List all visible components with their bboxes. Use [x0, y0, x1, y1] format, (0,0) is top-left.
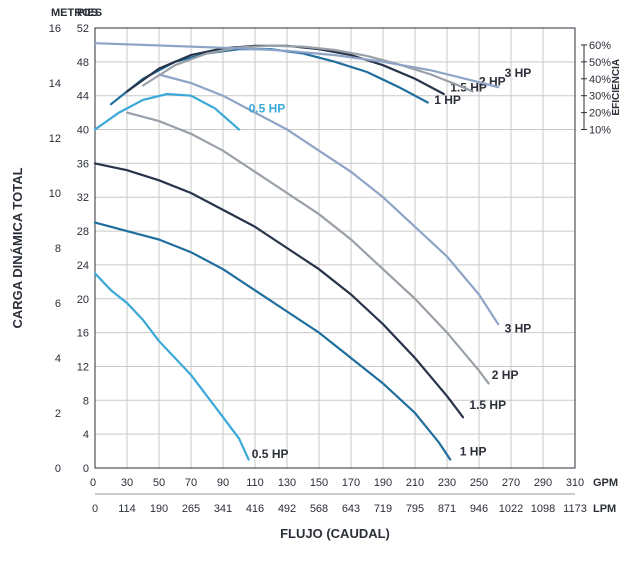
- ytick-pies: 8: [83, 395, 89, 407]
- xtick-lpm: 0: [92, 503, 98, 515]
- eff-tick-label: 50%: [589, 57, 611, 69]
- xtick-lpm: 568: [310, 503, 328, 515]
- eff-tick-label: 60%: [589, 40, 611, 52]
- series-label: 0.5 HP: [252, 447, 289, 461]
- x-axis-title: FLUJO (CAUDAL): [280, 526, 390, 541]
- ytick-pies: 36: [77, 158, 89, 170]
- ytick-pies: 20: [77, 294, 89, 306]
- ytick-metros: 2: [55, 408, 61, 420]
- ytick-pies: 24: [77, 260, 89, 272]
- xtick-lpm: 946: [470, 503, 488, 515]
- ytick-pies: 48: [77, 57, 89, 69]
- head-curve-1-hp: [95, 223, 450, 460]
- ytick-pies: 44: [77, 91, 89, 103]
- xtick-lpm: 341: [214, 503, 232, 515]
- eff-tick-label: 10%: [589, 125, 611, 137]
- eff-curve-3-hp-eff: [95, 43, 498, 87]
- series-label: 1 HP: [460, 444, 487, 458]
- xtick-gpm: 30: [121, 477, 133, 489]
- xtick-lpm: 1173: [563, 503, 587, 515]
- ytick-pies: 40: [77, 125, 89, 137]
- xtick-lpm: 795: [406, 503, 424, 515]
- ytick-metros: 0: [55, 463, 61, 475]
- ytick-pies: 16: [77, 328, 89, 340]
- xtick-lpm: 492: [278, 503, 296, 515]
- unit-gpm: GPM: [593, 477, 618, 489]
- pump-curve-chart: 04812162024283236404448520246810121416ME…: [0, 0, 630, 583]
- xtick-gpm: 310: [566, 477, 584, 489]
- ytick-pies: 0: [83, 463, 89, 475]
- xtick-gpm: 290: [534, 477, 552, 489]
- unit-lpm: LPM: [593, 503, 616, 515]
- eff-axis-title: EFICIENCIA: [611, 59, 622, 116]
- xtick-lpm: 190: [150, 503, 168, 515]
- xtick-gpm: 270: [502, 477, 520, 489]
- eff-tick-label: 30%: [589, 91, 611, 103]
- ytick-metros: 16: [49, 23, 61, 35]
- xtick-gpm: 210: [406, 477, 424, 489]
- xtick-gpm: 250: [470, 477, 488, 489]
- eff-tick-label: 40%: [589, 74, 611, 86]
- ytick-metros: 14: [49, 78, 61, 90]
- xtick-gpm: 170: [342, 477, 360, 489]
- xtick-lpm: 719: [374, 503, 392, 515]
- ytick-pies: 4: [83, 429, 89, 441]
- y-axis-title: CARGA DINÁMICA TOTAL: [10, 167, 25, 328]
- xtick-gpm-first: 0: [90, 477, 96, 489]
- xtick-lpm: 416: [246, 503, 264, 515]
- xtick-lpm: 114: [118, 503, 136, 515]
- ytick-pies: 28: [77, 226, 89, 238]
- series-label: 3 HP: [505, 322, 532, 336]
- xtick-gpm: 190: [374, 477, 392, 489]
- ytick-metros: 4: [55, 353, 61, 365]
- ytick-metros: 12: [49, 133, 61, 145]
- unit-pies: PIES: [77, 7, 102, 19]
- ytick-pies: 12: [77, 361, 89, 373]
- ytick-metros: 8: [55, 243, 61, 255]
- xtick-lpm: 1022: [499, 503, 523, 515]
- xtick-gpm: 70: [185, 477, 197, 489]
- xtick-lpm: 871: [438, 503, 456, 515]
- xtick-gpm: 110: [246, 477, 264, 489]
- xtick-lpm: 265: [182, 503, 200, 515]
- ytick-pies: 52: [77, 23, 89, 35]
- series-label: 1 HP: [434, 93, 461, 107]
- xtick-gpm: 230: [438, 477, 456, 489]
- xtick-gpm: 50: [153, 477, 165, 489]
- series-label: 1.5 HP: [469, 398, 506, 412]
- xtick-gpm: 130: [278, 477, 296, 489]
- ytick-pies: 32: [77, 192, 89, 204]
- xtick-lpm: 643: [342, 503, 360, 515]
- ytick-metros: 10: [49, 188, 61, 200]
- series-label: 0.5 HP: [249, 102, 286, 116]
- head-curve-1.5-hp: [95, 163, 463, 417]
- xtick-gpm: 90: [217, 477, 229, 489]
- eff-tick-label: 20%: [589, 108, 611, 120]
- series-label: 2 HP: [492, 368, 519, 382]
- xtick-gpm: 150: [310, 477, 328, 489]
- series-label: 3 HP: [505, 66, 532, 80]
- xtick-lpm: 1098: [531, 503, 555, 515]
- ytick-metros: 6: [55, 298, 61, 310]
